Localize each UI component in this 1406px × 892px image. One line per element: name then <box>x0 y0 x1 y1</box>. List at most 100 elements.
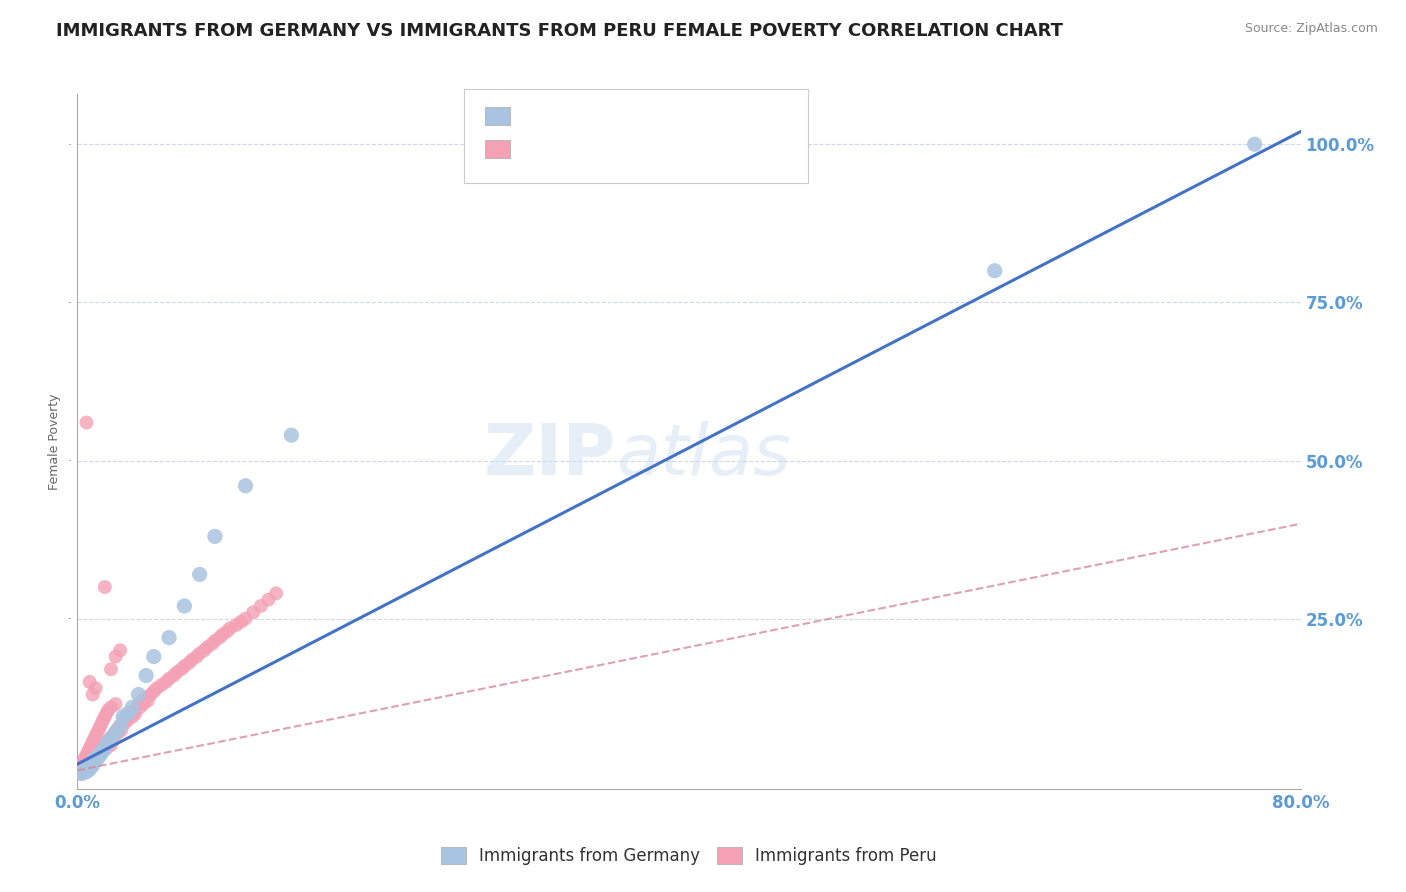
Point <box>89 719 111 733</box>
Text: IMMIGRANTS FROM GERMANY VS IMMIGRANTS FROM PERU FEMALE POVERTY CORRELATION CHART: IMMIGRANTS FROM GERMANY VS IMMIGRANTS FR… <box>56 22 1063 40</box>
Point <box>86 752 108 766</box>
Point <box>101 729 124 743</box>
Point <box>86 725 108 739</box>
Point <box>104 649 127 664</box>
Point <box>103 731 125 746</box>
Point <box>79 674 101 689</box>
Point <box>129 700 152 714</box>
Point <box>94 738 117 752</box>
Point <box>107 725 129 739</box>
Point <box>229 615 252 629</box>
Point <box>84 751 107 765</box>
Point <box>114 716 136 731</box>
Point <box>108 719 131 733</box>
Point <box>204 633 226 648</box>
Point <box>157 631 180 645</box>
Point <box>69 760 91 774</box>
Point <box>163 668 186 682</box>
Point <box>83 754 105 768</box>
Point <box>132 697 155 711</box>
Point <box>79 762 101 776</box>
Point <box>225 618 247 632</box>
Point <box>105 723 128 737</box>
Point <box>83 731 105 746</box>
Point <box>84 681 107 696</box>
Point <box>82 758 104 772</box>
Point <box>195 640 218 654</box>
Point <box>104 725 127 739</box>
Text: Source: ZipAtlas.com: Source: ZipAtlas.com <box>1244 22 1378 36</box>
Point <box>84 747 107 762</box>
Point <box>146 681 169 696</box>
Point <box>96 706 118 721</box>
Point <box>94 741 117 756</box>
Point <box>117 706 139 721</box>
Point <box>70 757 93 772</box>
Point <box>73 764 96 778</box>
Point <box>208 631 231 645</box>
Point <box>150 678 173 692</box>
Point <box>82 757 104 772</box>
Point <box>100 738 122 752</box>
Point <box>121 709 143 723</box>
Point <box>87 744 110 758</box>
Point <box>104 697 127 711</box>
Point <box>97 735 120 749</box>
Point <box>108 719 131 733</box>
Text: atlas: atlas <box>616 421 790 490</box>
Point <box>91 713 114 727</box>
Point <box>115 709 138 723</box>
Point <box>121 700 143 714</box>
Point <box>142 649 165 664</box>
Point <box>91 744 114 758</box>
Point <box>76 760 98 774</box>
Point <box>120 706 142 721</box>
Point <box>108 643 131 657</box>
Point <box>84 729 107 743</box>
Point <box>82 735 104 749</box>
Point <box>280 428 302 442</box>
Point <box>86 751 108 765</box>
Point <box>131 694 153 708</box>
Point <box>135 690 157 705</box>
Point <box>235 479 257 493</box>
Point <box>89 747 111 762</box>
Point <box>157 672 180 686</box>
Point <box>250 599 273 613</box>
Point <box>984 264 1007 278</box>
Point <box>201 637 224 651</box>
Point <box>135 668 157 682</box>
Point <box>76 764 98 779</box>
Point <box>217 624 239 639</box>
Point <box>242 605 264 619</box>
Point <box>1243 137 1265 152</box>
Point <box>76 747 98 762</box>
Text: ZIP: ZIP <box>484 421 616 490</box>
Point <box>100 700 122 714</box>
Point <box>112 709 135 723</box>
Point <box>219 621 242 635</box>
Point <box>139 688 162 702</box>
Point <box>173 599 195 613</box>
Point <box>90 716 112 731</box>
Point <box>70 766 93 780</box>
Point <box>76 416 98 430</box>
Point <box>90 741 112 756</box>
Point <box>211 627 233 641</box>
Y-axis label: Female Poverty: Female Poverty <box>48 393 60 490</box>
Point <box>117 713 139 727</box>
Point <box>111 723 134 737</box>
Point <box>186 649 208 664</box>
Point <box>98 731 121 746</box>
Point <box>136 694 159 708</box>
Point <box>89 747 111 762</box>
Point <box>170 662 193 676</box>
Point <box>97 703 120 717</box>
Point <box>100 662 122 676</box>
Point <box>72 754 94 768</box>
Point <box>173 659 195 673</box>
Point <box>155 674 177 689</box>
Point <box>82 688 104 702</box>
Point <box>77 760 100 774</box>
Point <box>77 744 100 758</box>
